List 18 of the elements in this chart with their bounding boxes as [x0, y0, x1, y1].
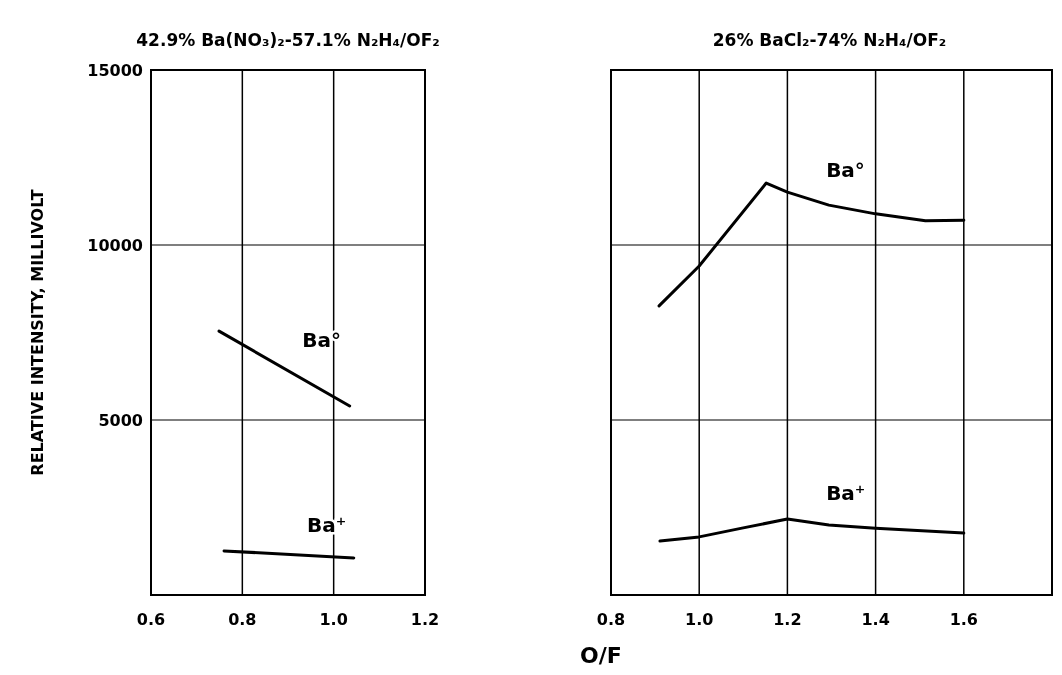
x-tick-label: 1.2 [410, 610, 440, 629]
x-tick-label: 0.6 [136, 610, 166, 629]
series-label: Ba° [826, 157, 865, 182]
chart-title: 26% BaCl₂-74% N₂H₄/OF₂ [712, 30, 947, 50]
x-tick-label: 0.8 [228, 610, 257, 629]
x-tick-label: 1.4 [861, 610, 890, 629]
x-tick-label: 1.0 [319, 610, 348, 629]
x-tick-label: 0.8 [596, 610, 626, 629]
x-tick-label: 1.2 [773, 610, 802, 629]
y-tick-label: 5000 [98, 411, 143, 430]
y-tick-label: 10000 [87, 236, 143, 255]
series-label: Ba⁺ [826, 481, 866, 506]
y-axis-title: RELATIVE INTENSITY, MILLIVOLT [28, 189, 47, 476]
x-tick-label: 1.6 [949, 610, 978, 629]
x-axis-title: O/F [580, 643, 622, 668]
chart-title: 42.9% Ba(NO₃)₂-57.1% N₂H₄/OF₂ [136, 30, 440, 50]
x-tick-label: 1.0 [685, 610, 714, 629]
y-tick-label: 15000 [87, 61, 143, 80]
